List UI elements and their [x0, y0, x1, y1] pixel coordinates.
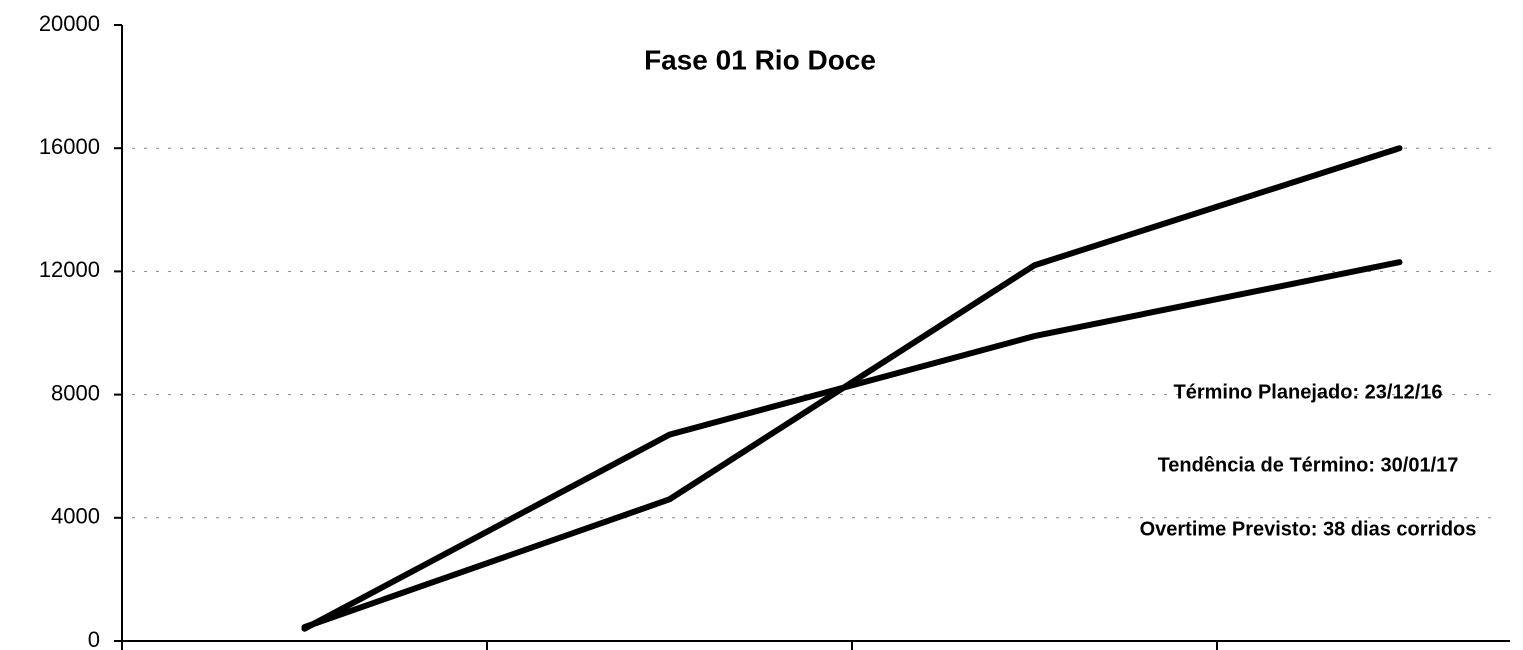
- y-tick-label: 4000: [51, 504, 100, 529]
- y-tick-label: 0: [88, 627, 100, 650]
- chart-title: Fase 01 Rio Doce: [644, 44, 876, 75]
- y-tick-label: 16000: [39, 134, 100, 159]
- y-tick-label: 8000: [51, 380, 100, 405]
- series-line: [301, 145, 1403, 631]
- series-line: [301, 259, 1403, 632]
- y-tick-label: 20000: [39, 11, 100, 36]
- annotation: Término Planejado: 23/12/16: [1174, 381, 1443, 403]
- annotation: Tendência de Término: 30/01/17: [1158, 454, 1459, 476]
- annotation: Overtime Previsto: 38 dias corridos: [1140, 518, 1477, 540]
- y-tick-label: 12000: [39, 257, 100, 282]
